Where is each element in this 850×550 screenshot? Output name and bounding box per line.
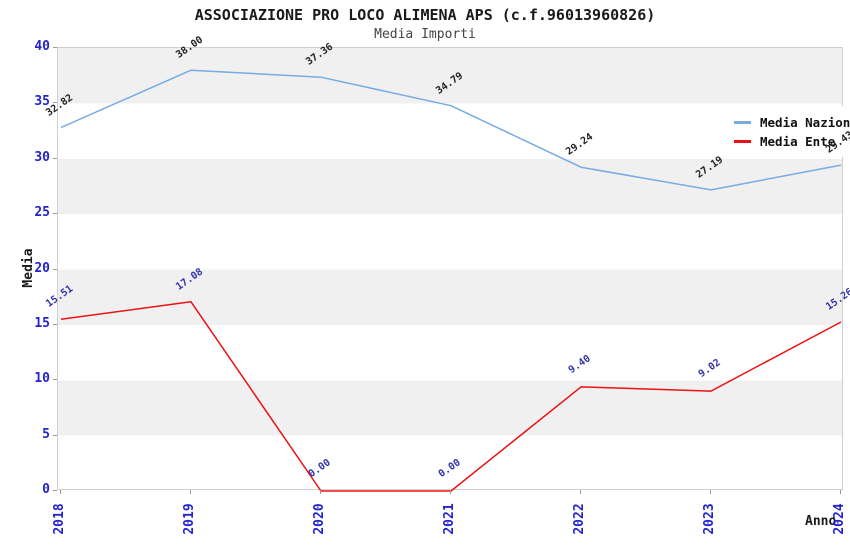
y-tick-label: 5 <box>42 426 50 442</box>
y-tick-label: 15 <box>34 315 50 331</box>
y-tick-label: 20 <box>34 260 50 276</box>
x-tick-mark <box>190 490 191 494</box>
legend-item-media-nazionale: Media Nazionale <box>734 113 850 131</box>
legend-label-media-ente: Media Ente <box>760 133 836 149</box>
y-tick-label: 40 <box>34 39 50 54</box>
y-tick-mark <box>53 490 57 491</box>
x-tick-mark <box>60 490 61 494</box>
x-tick-mark <box>580 490 581 494</box>
x-tick-mark <box>710 490 711 494</box>
y-tick-label: 35 <box>34 94 50 110</box>
y-tick-label: 0 <box>42 482 50 497</box>
line-swatch-ente <box>734 139 751 143</box>
x-axis-label: Anno <box>805 514 837 529</box>
x-tick-label: 2019 <box>182 503 197 535</box>
chart-title: ASSOCIAZIONE PRO LOCO ALIMENA APS (c.f.9… <box>194 6 656 24</box>
legend-label-media-nazionale: Media Nazionale <box>760 114 850 130</box>
series-line-1 <box>60 301 842 492</box>
series-lines <box>60 69 842 492</box>
x-tick-label: 2018 <box>52 503 67 535</box>
legend: Media Nazionale Media Ente <box>726 106 850 157</box>
series-line-0 <box>60 69 842 191</box>
x-tick-label: 2021 <box>442 503 457 535</box>
legend-item-media-ente: Media Ente <box>734 132 850 150</box>
plot-area: Media Nazionale Media Ente <box>57 47 850 492</box>
line-swatch-nazionale <box>734 120 751 124</box>
y-tick-mark <box>53 323 57 325</box>
x-tick-label: 2024 <box>832 503 847 535</box>
chart-subtitle: Media Importi <box>374 27 476 42</box>
y-tick-mark <box>53 47 57 48</box>
y-tick-mark <box>53 213 57 215</box>
x-tick-mark <box>450 490 451 494</box>
y-tick-mark <box>53 157 57 159</box>
x-tick-label: 2022 <box>572 503 587 535</box>
x-tick-mark <box>840 490 841 494</box>
y-tick-mark <box>53 434 57 436</box>
y-tick-label: 30 <box>34 149 50 165</box>
y-tick-label: 10 <box>34 371 50 387</box>
y-tick-mark <box>53 379 57 381</box>
x-tick-label: 2023 <box>702 503 717 535</box>
y-tick-mark <box>53 268 57 270</box>
x-tick-mark <box>320 490 321 494</box>
y-tick-label: 25 <box>34 205 50 221</box>
y-tick-mark <box>53 102 57 104</box>
x-tick-label: 2020 <box>312 503 327 535</box>
